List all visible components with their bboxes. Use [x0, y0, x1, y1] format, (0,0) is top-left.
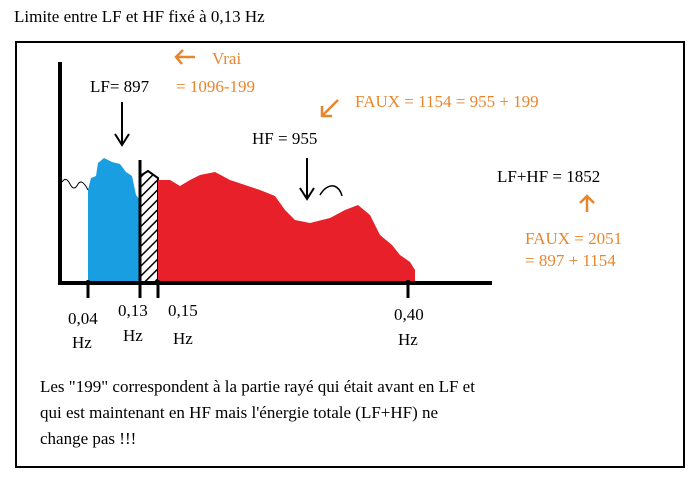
lf-area — [88, 158, 140, 283]
title: Limite entre LF et HF fixé à 0,13 Hz — [14, 7, 265, 26]
note-line: Les "199" correspondent à la partie rayé… — [40, 377, 475, 396]
axis-label: 0,13 — [118, 301, 148, 320]
annotation: = 1096-199 — [176, 77, 255, 96]
orange-arrows — [174, 49, 595, 212]
note-line: change pas !!! — [40, 429, 136, 448]
hatched-area — [139, 169, 159, 284]
annotation: = 897 + 1154 — [525, 251, 616, 270]
arrow — [174, 49, 195, 65]
note-line: qui est maintenant en HF mais l'énergie … — [40, 403, 438, 422]
arrow — [320, 99, 339, 118]
arrow — [579, 194, 595, 212]
annotation: HF = 955 — [252, 129, 317, 148]
ticks — [86, 160, 410, 298]
axis-label: Hz — [72, 333, 92, 352]
axis-label: 0,15 — [168, 301, 198, 320]
annotation: FAUX = 2051 — [525, 229, 622, 248]
axis-label: Hz — [123, 326, 143, 345]
annotation: LF= 897 — [90, 77, 150, 96]
signal-tail — [61, 178, 89, 191]
axis-label: 0,40 — [394, 305, 424, 324]
annotation: FAUX = 1154 = 955 + 199 — [355, 92, 539, 111]
axis-label: 0,04 — [68, 309, 98, 328]
annotation: Vrai — [212, 49, 241, 68]
axis-label: Hz — [398, 330, 418, 349]
arrow — [114, 102, 130, 147]
frame — [15, 41, 685, 468]
hf-area — [158, 172, 415, 283]
signal-outline — [319, 185, 343, 197]
black-arrows — [114, 102, 315, 201]
arrow — [299, 158, 315, 201]
axis-label: Hz — [173, 329, 193, 348]
annotation: LF+HF = 1852 — [497, 167, 600, 186]
